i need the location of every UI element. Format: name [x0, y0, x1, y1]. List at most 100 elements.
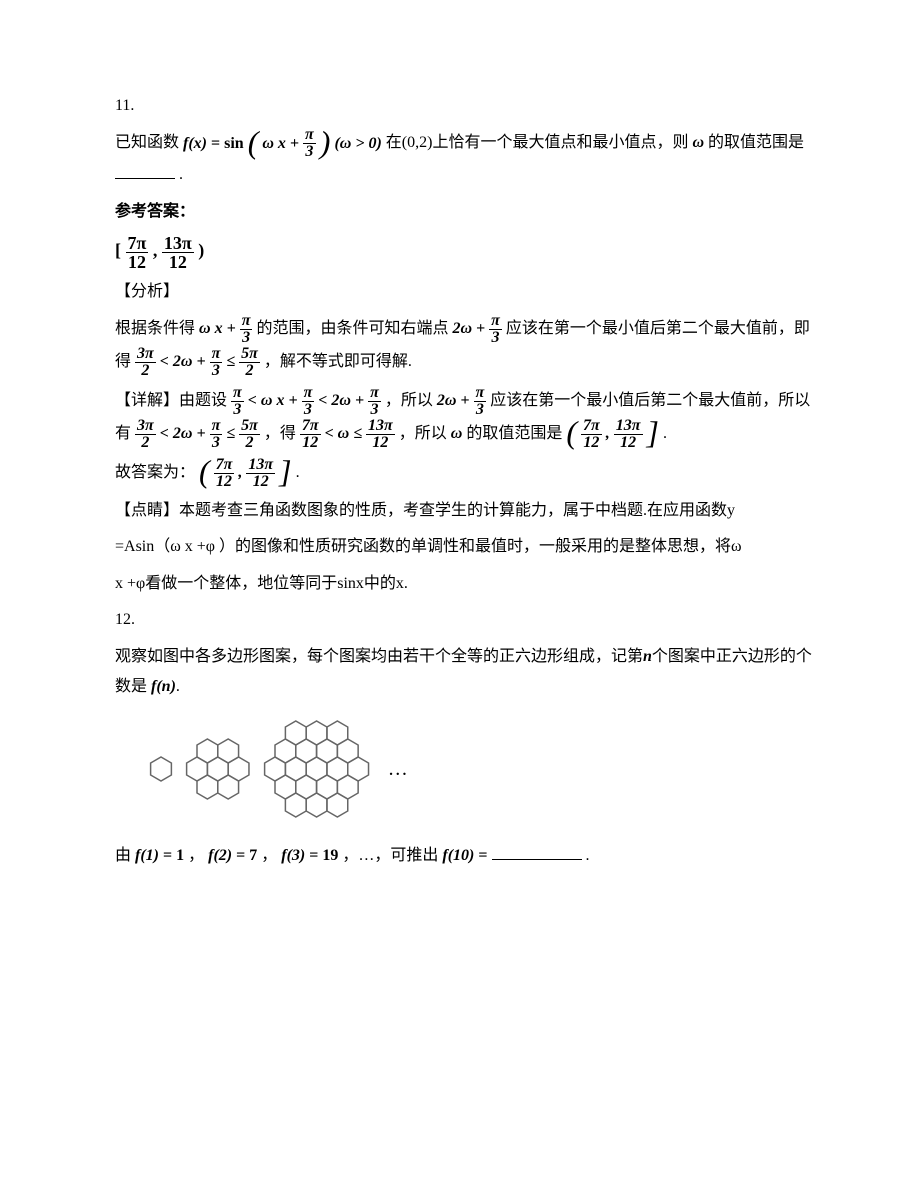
- q11-stem-line1: 已知函数 f(x) = sin ( ω x + π 3 ) (ω > 0) 在(…: [115, 127, 820, 190]
- num: 7π: [214, 457, 235, 473]
- num: π: [303, 127, 316, 143]
- q11-comment-3: x +φ看做一个整体，地位等同于sinx中的x.: [115, 569, 820, 599]
- eq: =: [163, 847, 172, 864]
- num: 5π: [239, 418, 260, 434]
- txt: ，解不等式即可得解.: [264, 353, 412, 370]
- frac-m: π 3: [302, 385, 315, 418]
- f3: f(3): [281, 847, 305, 864]
- q11-detail-body: 【详解】由题设 π 3 < ω x + π 3 < 2ω + π 3 ，所以 2…: [115, 385, 820, 451]
- c2: ，: [261, 847, 277, 864]
- period: .: [663, 425, 667, 442]
- frac-b: 5π 2: [239, 346, 260, 379]
- frac: π 3: [474, 385, 487, 418]
- open: (: [566, 414, 577, 450]
- num: 7π: [126, 234, 149, 252]
- q12-number: 12.: [115, 605, 820, 635]
- den: 12: [366, 434, 395, 451]
- sin: sin: [224, 135, 244, 152]
- num: 7π: [300, 418, 321, 434]
- q12-intro: 观察如图中各多边形图案，每个图案均由若干个全等的正六边形组成，记第n个图案中正六…: [115, 642, 820, 703]
- left: ω x +: [199, 320, 236, 337]
- q11-intro-mid: 在(0,2)上恰有一个最大值点和最小值点，则: [386, 135, 689, 152]
- num: π: [368, 385, 381, 401]
- q11-period: .: [179, 166, 183, 183]
- frac: π 3: [240, 313, 253, 346]
- num: 13π: [246, 457, 275, 473]
- ellipsis: …: [388, 750, 408, 788]
- q11-comment-2: =Asin（ω x +φ ）的图像和性质研究函数的单调性和最值时，一般采用的是整…: [115, 532, 820, 562]
- den: 12: [126, 252, 149, 271]
- frac-b: 13π 12: [366, 418, 395, 451]
- num: 5π: [239, 346, 260, 362]
- frac-a: 3π 2: [135, 346, 156, 379]
- close: ]: [279, 453, 291, 489]
- detail-chain: π 3 < ω x + π 3 < 2ω + π 3: [231, 392, 385, 409]
- hex-pattern-2: [181, 735, 255, 803]
- frac-b: 5π 2: [239, 418, 260, 451]
- lt: < ω ≤: [325, 425, 362, 442]
- q11-func-f: f(x) = sin ( ω x + π 3 ) (ω > 0): [183, 135, 386, 152]
- expr-2w: 2ω + π 3: [452, 320, 505, 337]
- ineq-main-2: 3π 2 < 2ω + π 3 ≤ 5π 2: [135, 425, 264, 442]
- q11-blank: [115, 162, 175, 179]
- txt: 观察如图中各多边形图案，每个图案均由若干个全等的正六边形组成，记第: [115, 648, 643, 665]
- dots: ，…，可推出: [342, 847, 438, 864]
- cond: (ω > 0): [334, 135, 381, 152]
- f1: f(1): [135, 847, 159, 864]
- num: π: [210, 418, 223, 434]
- period: .: [176, 678, 180, 695]
- eq: =: [309, 847, 318, 864]
- txt: ，所以: [399, 425, 447, 442]
- f10: f(10): [442, 847, 474, 864]
- v2: 7: [249, 847, 257, 864]
- eq: =: [211, 135, 220, 152]
- num: π: [474, 385, 487, 401]
- den: 2: [135, 434, 156, 451]
- open: (: [199, 453, 210, 489]
- frac-m: π 3: [210, 418, 223, 451]
- den: 12: [214, 473, 235, 490]
- comma: ,: [238, 464, 242, 481]
- q12-blank: [492, 843, 582, 860]
- frac-a: π 3: [231, 385, 244, 418]
- rparen-icon: ): [320, 124, 331, 160]
- q11-intro-suffix-a: 的取值范围是: [708, 135, 804, 152]
- txt: ，得: [264, 425, 296, 442]
- num: π: [231, 385, 244, 401]
- frac-a: 7π 12: [300, 418, 321, 451]
- f2: f(2): [208, 847, 232, 864]
- q11-comment: 【点睛】本题考查三角函数图象的性质，考查学生的计算能力，属于中档题.在应用函数y: [115, 496, 820, 526]
- period: .: [586, 847, 590, 864]
- txt: 的取值范围是: [466, 425, 562, 442]
- lparen-icon: (: [248, 124, 259, 160]
- eq: =: [236, 847, 245, 864]
- num: 13π: [162, 234, 194, 252]
- den: 3: [231, 401, 244, 418]
- period: .: [296, 464, 300, 481]
- den: 2: [239, 434, 260, 451]
- hex-pattern-3: [259, 717, 374, 821]
- q11-therefore: 故答案为： ( 7π 12 , 13π 12 ] .: [115, 457, 820, 490]
- den: 3: [210, 434, 223, 451]
- num: 3π: [135, 418, 156, 434]
- num: 3π: [135, 346, 156, 362]
- v3: 19: [322, 847, 338, 864]
- result-ineq: 7π 12 < ω ≤ 13π 12: [300, 425, 399, 442]
- q11-answer-label: 参考答案：: [115, 197, 820, 227]
- q11-answer-interval: [ 7π 12 , 13π 12 ): [115, 233, 820, 270]
- den: 12: [581, 434, 602, 451]
- fn: f(n): [151, 678, 176, 695]
- den: 12: [246, 473, 275, 490]
- num: 13π: [366, 418, 395, 434]
- den: 3: [210, 362, 223, 379]
- c1: ，: [188, 847, 204, 864]
- frac-7pi12: 7π 12: [126, 234, 149, 271]
- ineq-main: 3π 2 < 2ω + π 3 ≤ 5π 2: [135, 353, 264, 370]
- den: 3: [240, 329, 253, 346]
- q11-analysis-body: 根据条件得 ω x + π 3 的范围，由条件可知右端点 2ω + π 3 应该…: [115, 313, 820, 379]
- hex-pattern-1: [145, 753, 177, 785]
- num: π: [489, 313, 502, 329]
- frac-a: 3π 2: [135, 418, 156, 451]
- den: 3: [368, 401, 381, 418]
- label: 【详解】由题设: [115, 392, 227, 409]
